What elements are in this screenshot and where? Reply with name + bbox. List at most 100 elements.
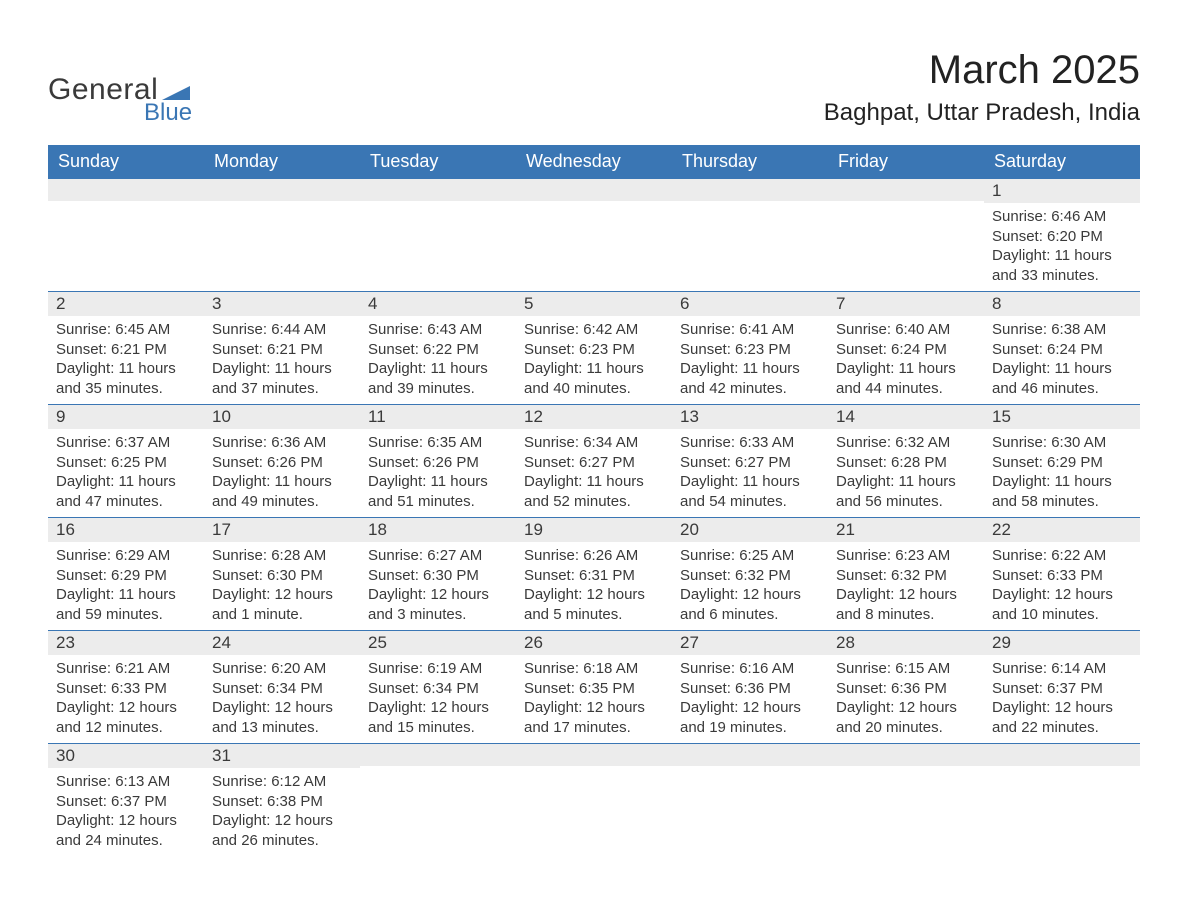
day-header: Thursday	[672, 145, 828, 179]
calendar-cell: 15Sunrise: 6:30 AMSunset: 6:29 PMDayligh…	[984, 405, 1140, 518]
calendar-cell: 26Sunrise: 6:18 AMSunset: 6:35 PMDayligh…	[516, 631, 672, 744]
day-number: 7	[828, 292, 984, 316]
empty-day	[204, 179, 360, 201]
day-header: Monday	[204, 145, 360, 179]
day-number: 21	[828, 518, 984, 542]
empty-day	[828, 179, 984, 201]
calendar-cell	[360, 744, 516, 857]
day-details: Sunrise: 6:35 AMSunset: 6:26 PMDaylight:…	[360, 429, 516, 517]
day-number: 9	[48, 405, 204, 429]
day-details: Sunrise: 6:37 AMSunset: 6:25 PMDaylight:…	[48, 429, 204, 517]
empty-day	[360, 179, 516, 201]
day-number: 31	[204, 744, 360, 768]
calendar-cell	[48, 179, 204, 292]
brand-blue: Blue	[144, 99, 192, 127]
day-details: Sunrise: 6:16 AMSunset: 6:36 PMDaylight:…	[672, 655, 828, 743]
calendar-cell: 2Sunrise: 6:45 AMSunset: 6:21 PMDaylight…	[48, 292, 204, 405]
empty-day	[828, 744, 984, 766]
day-number: 10	[204, 405, 360, 429]
day-details: Sunrise: 6:32 AMSunset: 6:28 PMDaylight:…	[828, 429, 984, 517]
day-details: Sunrise: 6:14 AMSunset: 6:37 PMDaylight:…	[984, 655, 1140, 743]
day-number: 27	[672, 631, 828, 655]
day-details: Sunrise: 6:29 AMSunset: 6:29 PMDaylight:…	[48, 542, 204, 630]
empty-day	[516, 744, 672, 766]
day-details: Sunrise: 6:18 AMSunset: 6:35 PMDaylight:…	[516, 655, 672, 743]
day-header: Tuesday	[360, 145, 516, 179]
day-header: Friday	[828, 145, 984, 179]
calendar-cell	[672, 179, 828, 292]
day-details: Sunrise: 6:41 AMSunset: 6:23 PMDaylight:…	[672, 316, 828, 404]
calendar-cell: 25Sunrise: 6:19 AMSunset: 6:34 PMDayligh…	[360, 631, 516, 744]
triangle-icon	[162, 80, 190, 100]
day-number: 5	[516, 292, 672, 316]
day-details: Sunrise: 6:43 AMSunset: 6:22 PMDaylight:…	[360, 316, 516, 404]
calendar-cell: 20Sunrise: 6:25 AMSunset: 6:32 PMDayligh…	[672, 518, 828, 631]
calendar-cell	[672, 744, 828, 857]
brand-logo: General Blue	[48, 73, 192, 127]
day-header: Sunday	[48, 145, 204, 179]
month-title: March 2025	[824, 48, 1140, 93]
calendar-cell: 5Sunrise: 6:42 AMSunset: 6:23 PMDaylight…	[516, 292, 672, 405]
day-details: Sunrise: 6:20 AMSunset: 6:34 PMDaylight:…	[204, 655, 360, 743]
day-details: Sunrise: 6:36 AMSunset: 6:26 PMDaylight:…	[204, 429, 360, 517]
day-number: 22	[984, 518, 1140, 542]
day-number: 29	[984, 631, 1140, 655]
calendar-cell: 18Sunrise: 6:27 AMSunset: 6:30 PMDayligh…	[360, 518, 516, 631]
day-header: Wednesday	[516, 145, 672, 179]
day-number: 4	[360, 292, 516, 316]
day-details: Sunrise: 6:26 AMSunset: 6:31 PMDaylight:…	[516, 542, 672, 630]
calendar-cell	[516, 744, 672, 857]
calendar-cell	[828, 744, 984, 857]
day-number: 15	[984, 405, 1140, 429]
calendar-cell	[204, 179, 360, 292]
day-details: Sunrise: 6:25 AMSunset: 6:32 PMDaylight:…	[672, 542, 828, 630]
day-number: 14	[828, 405, 984, 429]
day-number: 19	[516, 518, 672, 542]
calendar-cell: 13Sunrise: 6:33 AMSunset: 6:27 PMDayligh…	[672, 405, 828, 518]
location-title: Baghpat, Uttar Pradesh, India	[824, 99, 1140, 127]
empty-day	[516, 179, 672, 201]
day-details: Sunrise: 6:44 AMSunset: 6:21 PMDaylight:…	[204, 316, 360, 404]
calendar-cell: 6Sunrise: 6:41 AMSunset: 6:23 PMDaylight…	[672, 292, 828, 405]
day-number: 13	[672, 405, 828, 429]
day-number: 1	[984, 179, 1140, 203]
calendar-cell: 22Sunrise: 6:22 AMSunset: 6:33 PMDayligh…	[984, 518, 1140, 631]
calendar-cell	[516, 179, 672, 292]
day-number: 16	[48, 518, 204, 542]
calendar-cell: 23Sunrise: 6:21 AMSunset: 6:33 PMDayligh…	[48, 631, 204, 744]
calendar-cell: 10Sunrise: 6:36 AMSunset: 6:26 PMDayligh…	[204, 405, 360, 518]
calendar-cell: 3Sunrise: 6:44 AMSunset: 6:21 PMDaylight…	[204, 292, 360, 405]
day-details: Sunrise: 6:42 AMSunset: 6:23 PMDaylight:…	[516, 316, 672, 404]
calendar-cell: 24Sunrise: 6:20 AMSunset: 6:34 PMDayligh…	[204, 631, 360, 744]
day-number: 12	[516, 405, 672, 429]
empty-day	[672, 179, 828, 201]
calendar-cell: 19Sunrise: 6:26 AMSunset: 6:31 PMDayligh…	[516, 518, 672, 631]
calendar-cell	[984, 744, 1140, 857]
calendar-cell: 21Sunrise: 6:23 AMSunset: 6:32 PMDayligh…	[828, 518, 984, 631]
day-number: 26	[516, 631, 672, 655]
calendar-cell: 29Sunrise: 6:14 AMSunset: 6:37 PMDayligh…	[984, 631, 1140, 744]
calendar-cell: 14Sunrise: 6:32 AMSunset: 6:28 PMDayligh…	[828, 405, 984, 518]
calendar-cell: 16Sunrise: 6:29 AMSunset: 6:29 PMDayligh…	[48, 518, 204, 631]
calendar-cell: 9Sunrise: 6:37 AMSunset: 6:25 PMDaylight…	[48, 405, 204, 518]
empty-day	[48, 179, 204, 201]
day-details: Sunrise: 6:13 AMSunset: 6:37 PMDaylight:…	[48, 768, 204, 856]
day-details: Sunrise: 6:23 AMSunset: 6:32 PMDaylight:…	[828, 542, 984, 630]
day-details: Sunrise: 6:33 AMSunset: 6:27 PMDaylight:…	[672, 429, 828, 517]
empty-day	[360, 744, 516, 766]
day-details: Sunrise: 6:15 AMSunset: 6:36 PMDaylight:…	[828, 655, 984, 743]
day-number: 28	[828, 631, 984, 655]
day-header: Saturday	[984, 145, 1140, 179]
day-number: 11	[360, 405, 516, 429]
day-details: Sunrise: 6:46 AMSunset: 6:20 PMDaylight:…	[984, 203, 1140, 291]
day-number: 2	[48, 292, 204, 316]
day-details: Sunrise: 6:22 AMSunset: 6:33 PMDaylight:…	[984, 542, 1140, 630]
brand-general: General	[48, 73, 158, 107]
day-number: 18	[360, 518, 516, 542]
day-number: 6	[672, 292, 828, 316]
calendar-cell: 7Sunrise: 6:40 AMSunset: 6:24 PMDaylight…	[828, 292, 984, 405]
day-number: 24	[204, 631, 360, 655]
calendar-body: 1Sunrise: 6:46 AMSunset: 6:20 PMDaylight…	[48, 179, 1140, 857]
day-number: 25	[360, 631, 516, 655]
calendar-cell: 31Sunrise: 6:12 AMSunset: 6:38 PMDayligh…	[204, 744, 360, 857]
